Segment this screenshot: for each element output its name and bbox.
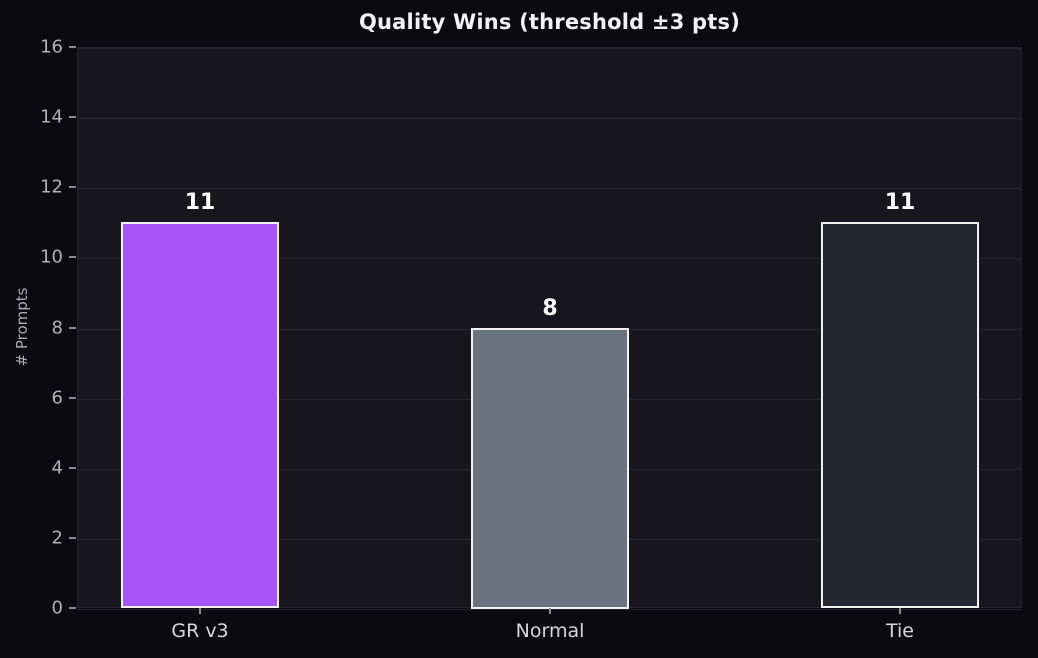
y-tick-mark [69,116,76,118]
chart-title: Quality Wins (threshold ±3 pts) [358,10,741,34]
x-tick-label-0: GR v3 [171,620,229,642]
y-tick-mark [69,467,76,469]
y-tick-label: 0 [51,597,63,619]
gridline-y-12 [78,188,1021,189]
y-tick-mark [69,186,76,188]
y-axis-label: # Prompts [13,287,31,367]
x-tick-mark [199,608,201,614]
bar-value-label: 11 [184,190,216,215]
y-tick-mark [69,397,76,399]
y-tick-label: 16 [40,36,63,58]
x-tick-mark [549,608,551,614]
y-tick-mark [69,537,76,539]
x-tick-label-1: Normal [515,620,585,642]
y-tick-label: 12 [40,176,63,198]
gridline-y-10 [78,258,1021,259]
bar-tie [821,222,979,608]
y-tick-label: 14 [40,106,63,128]
bar-normal [471,328,629,609]
y-tick-label: 8 [51,317,63,339]
bar-value-label: 8 [542,296,558,321]
y-tick-label: 2 [51,527,63,549]
y-tick-mark [69,607,76,609]
y-tick-label: 4 [51,457,63,479]
y-tick-label: 6 [51,387,63,409]
gridline-y-14 [78,118,1021,119]
x-tick-mark [899,608,901,614]
gridline-y-16 [78,48,1021,49]
y-tick-label: 10 [40,246,63,268]
x-tick-label-2: Tie [886,620,914,642]
bar-value-label: 11 [884,190,916,215]
bar-gr-v3 [121,222,279,608]
y-tick-mark [69,256,76,258]
y-tick-mark [69,327,76,329]
y-tick-mark [69,46,76,48]
